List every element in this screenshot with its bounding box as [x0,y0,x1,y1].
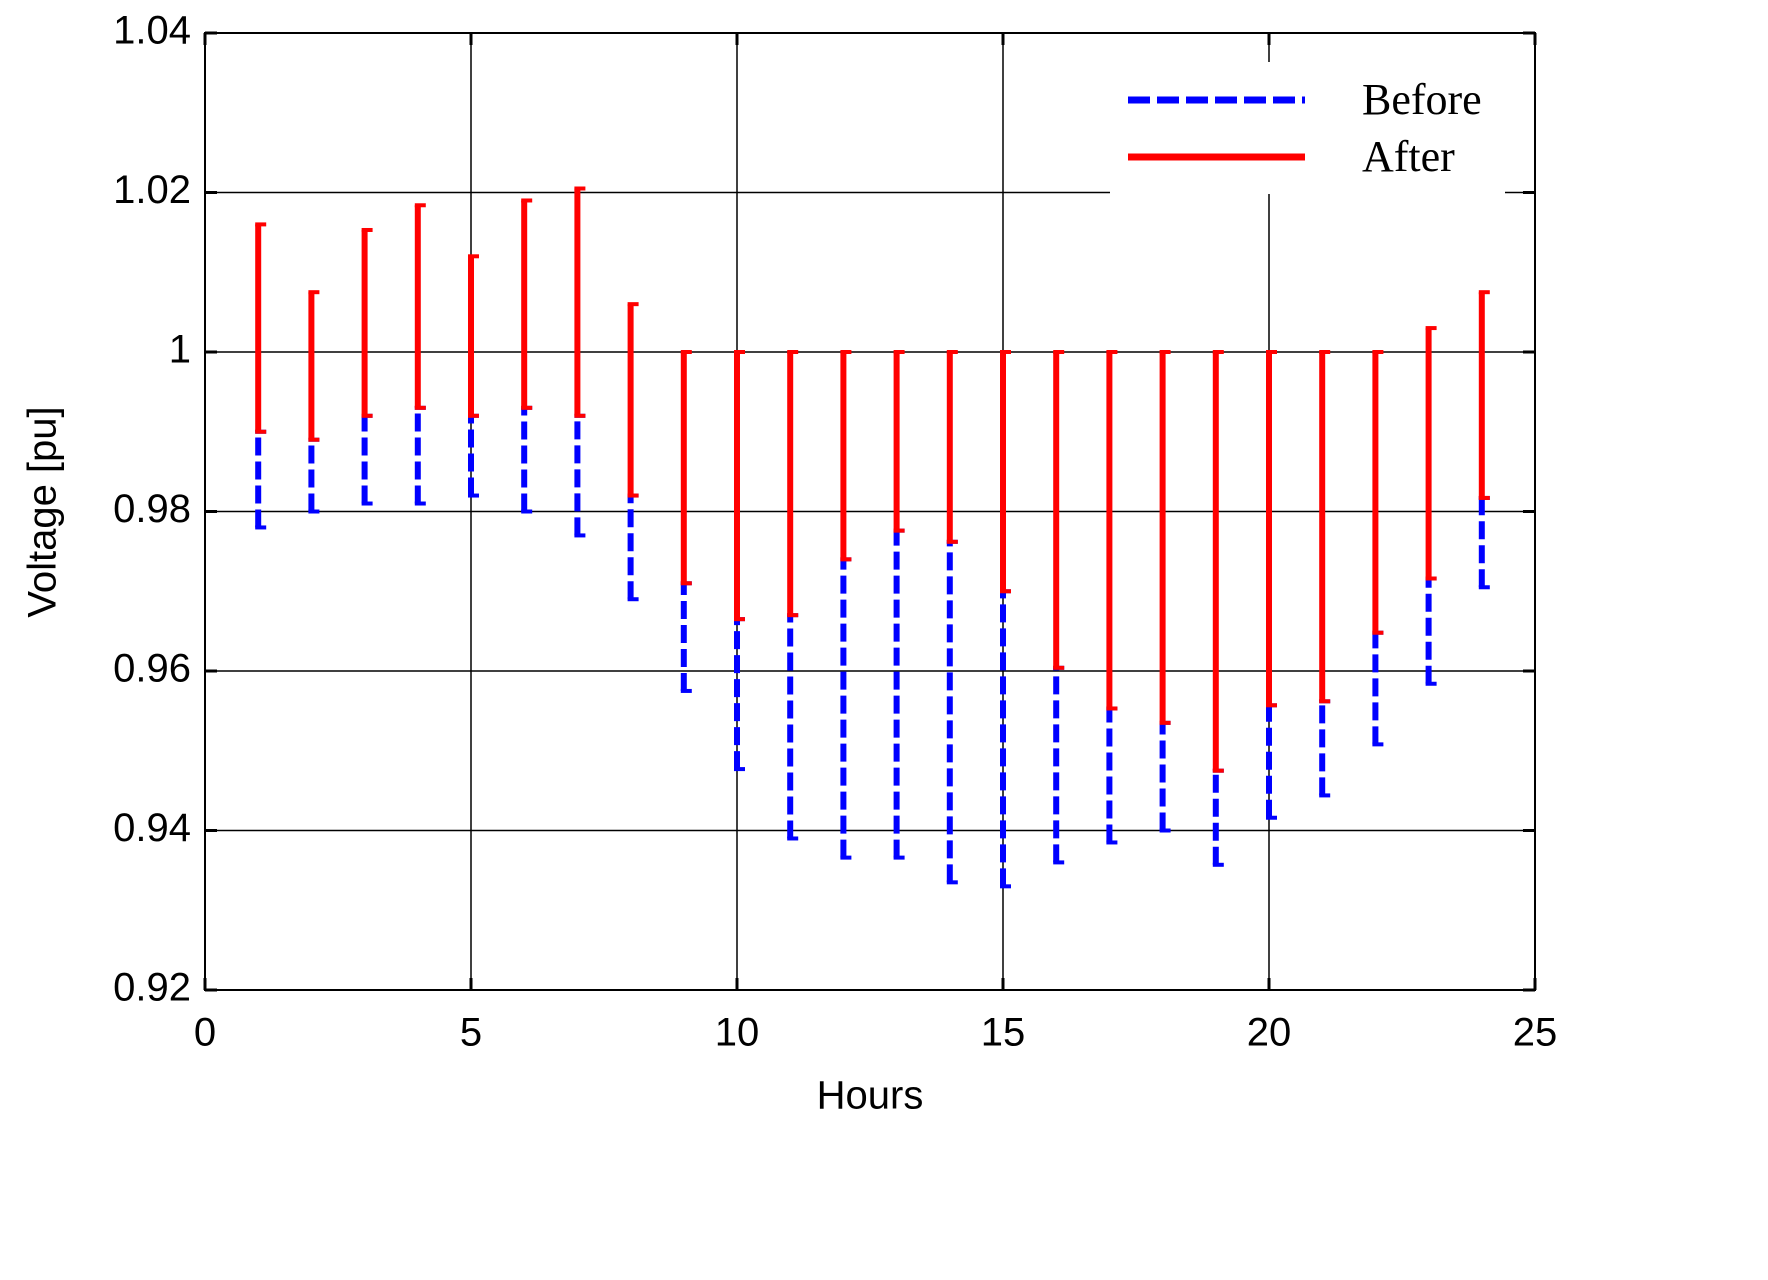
y-tick-label: 0.96 [113,647,191,691]
legend-label: Before [1362,75,1482,124]
plot-frame [204,32,1536,991]
legend-label: After [1362,132,1455,181]
y-tick-label: 0.92 [113,966,191,1010]
x-tick-label: 15 [981,1011,1026,1055]
x-axis-label: Hours [817,1074,924,1118]
y-tick-label: 1.04 [113,9,191,53]
y-axis-label: Voltage [pu] [21,406,65,617]
legend-box [1110,62,1505,194]
x-tick-label: 5 [460,1011,482,1055]
x-tick-label: 20 [1247,1011,1292,1055]
y-tick-label: 0.98 [113,487,191,531]
x-tick-label: 10 [715,1011,760,1055]
x-tick-label: 25 [1513,1011,1558,1055]
x-tick-label: 0 [194,1011,216,1055]
y-tick-label: 1.02 [113,168,191,212]
y-tick-label: 1 [169,328,191,372]
y-tick-label: 0.94 [113,806,191,850]
